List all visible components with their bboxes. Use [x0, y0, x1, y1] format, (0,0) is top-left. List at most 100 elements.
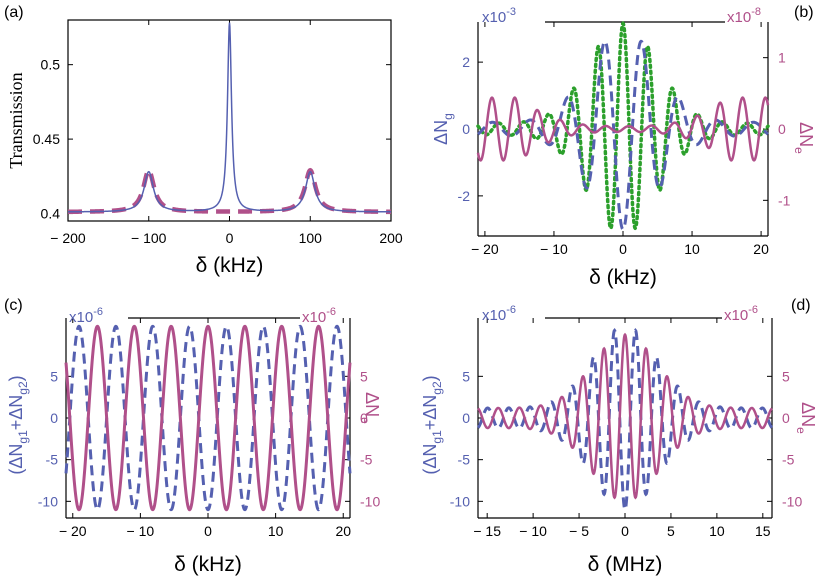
- x-tick-label: 20: [753, 241, 769, 257]
- y-axis-label-right-main: ΔN: [798, 402, 818, 427]
- y-tick-label-left: 0: [50, 410, 58, 426]
- y-tick-label-left: -5: [458, 452, 471, 468]
- y-tick-label-left: 5: [50, 368, 58, 384]
- y-axis-label-right-sub: e: [792, 147, 806, 154]
- y-tick-label-right: -10: [782, 493, 802, 509]
- scale-label-left-exp: -6: [93, 306, 103, 318]
- series-dashed-blue: [477, 39, 769, 231]
- scale-label-right-base: x10: [724, 307, 748, 324]
- panel-a-frame: [67, 19, 392, 222]
- y-tick-label-left: -5: [46, 452, 59, 468]
- y-axis-label-right: ΔNe: [358, 392, 382, 424]
- series-solid-pink: [64, 324, 352, 512]
- scale-label-right: x10-8: [727, 6, 761, 26]
- x-axis-label: δ (kHz): [174, 553, 242, 576]
- y-tick-label-right: 0: [782, 410, 790, 426]
- scale-label-right-bg: [300, 300, 352, 317]
- panel-label-c: (c): [4, 297, 23, 314]
- x-tick-label: − 20: [59, 523, 87, 539]
- x-axis-label: δ (kHz): [196, 254, 264, 277]
- scale-label-left: x10-6: [482, 304, 516, 324]
- scale-label-left-exp: -6: [506, 304, 516, 316]
- y-tick-label-left: 0: [462, 410, 470, 426]
- y-axis-label-right: ΔNe: [792, 122, 816, 154]
- x-tick-label: − 100: [131, 230, 167, 246]
- panel-label-d: (d): [791, 297, 811, 314]
- y-tick-label-right: 5: [360, 368, 368, 384]
- series-dashed-blue: [64, 324, 352, 512]
- x-tick-label: 10: [268, 523, 284, 539]
- y-tick-label: 0.45: [33, 131, 60, 147]
- x-tick-label: 5: [667, 523, 675, 539]
- x-tick-label: − 10: [540, 241, 568, 257]
- y-axis-label-left-part: g2: [16, 381, 30, 395]
- y-axis-label-left-part: g: [441, 113, 455, 120]
- scale-label-right-exp: -8: [751, 6, 761, 18]
- y-tick-label-left: 5: [462, 368, 470, 384]
- y-axis-label-left-part: +ΔN: [6, 395, 26, 431]
- scale-label-left-exp: -3: [506, 6, 516, 18]
- y-axis-label: Transmission: [6, 72, 26, 168]
- y-tick-label-right: 5: [782, 368, 790, 384]
- x-tick-label: 0: [621, 523, 629, 539]
- x-axis-label: δ (MHz): [588, 553, 663, 576]
- y-tick-label-right: -1: [778, 192, 791, 208]
- scale-label-right-exp: -6: [748, 304, 758, 316]
- y-tick-label-right: 0: [778, 121, 786, 137]
- y-tick-label: 0.4: [41, 206, 61, 222]
- y-tick-label-right: -5: [782, 452, 795, 468]
- y-axis-label-left-part: g1: [16, 430, 30, 444]
- scale-label-right-base: x10: [727, 9, 751, 26]
- x-tick-label: 10: [684, 241, 700, 257]
- scale-label-left: x10-6: [69, 306, 103, 326]
- x-tick-label: − 20: [471, 241, 499, 257]
- y-tick-label-left: -10: [38, 493, 58, 509]
- y-tick-label-right: 0: [360, 410, 368, 426]
- scale-label-left-base: x10: [69, 309, 93, 326]
- x-tick-label: 0: [204, 523, 212, 539]
- y-tick-label-left: 0: [462, 121, 470, 137]
- y-axis-label-right-main: ΔN: [796, 122, 816, 147]
- x-axis-label: δ (kHz): [589, 266, 657, 289]
- x-tick-label: − 10: [519, 523, 547, 539]
- x-tick-label: 0: [619, 241, 627, 257]
- x-tick-label: 20: [335, 523, 351, 539]
- y-axis-label-right-main: ΔN: [362, 392, 382, 417]
- y-tick-label-right: -5: [360, 452, 373, 468]
- scale-label-left-bg: [66, 300, 128, 317]
- y-tick-label-left: -10: [450, 493, 470, 509]
- x-tick-label: − 5: [569, 523, 589, 539]
- scale-label-right: x10-6: [302, 306, 336, 326]
- x-tick-label: − 200: [50, 230, 86, 246]
- x-tick-label: − 15: [473, 523, 501, 539]
- scale-label-right-exp: -6: [326, 306, 336, 318]
- y-axis-label-right-sub: e: [358, 417, 372, 424]
- y-axis-label-left-part: (ΔN: [6, 444, 26, 475]
- y-axis-label-right-sub: e: [794, 427, 808, 434]
- scale-label-left-base: x10: [482, 9, 506, 26]
- y-axis-label-left-part: ): [420, 375, 440, 381]
- scale-label-left-base: x10: [482, 307, 506, 324]
- panel-label-b: (b): [794, 4, 814, 21]
- series-dashed-blue: [476, 328, 774, 513]
- x-tick-label: 15: [755, 523, 771, 539]
- y-axis-label-left-part: +ΔN: [420, 395, 440, 431]
- y-tick-label-left: -2: [458, 188, 471, 204]
- y-axis-label-left: ΔNg: [431, 113, 455, 145]
- x-tick-label: 10: [709, 523, 725, 539]
- series-dashed-pink: [68, 167, 391, 215]
- y-axis-label-left-part: g1: [430, 430, 444, 444]
- y-axis-label-left: (ΔNg1+ΔNg2): [6, 375, 30, 474]
- y-axis-label-left: (ΔNg1+ΔNg2): [420, 375, 444, 474]
- y-tick-label: 0.5: [41, 57, 61, 73]
- y-axis-label-right: ΔNe: [794, 402, 818, 434]
- scale-label-right-base: x10: [302, 309, 326, 326]
- y-axis-label-left-part: g2: [430, 381, 444, 395]
- y-axis-label-left-part: ΔN: [431, 120, 451, 145]
- scale-label-right: x10-6: [724, 304, 758, 324]
- y-axis-label-left-part: (ΔN: [420, 444, 440, 475]
- y-tick-label-left: 2: [462, 54, 470, 70]
- x-tick-label: 0: [226, 230, 234, 246]
- panel-label-a: (a): [4, 4, 24, 21]
